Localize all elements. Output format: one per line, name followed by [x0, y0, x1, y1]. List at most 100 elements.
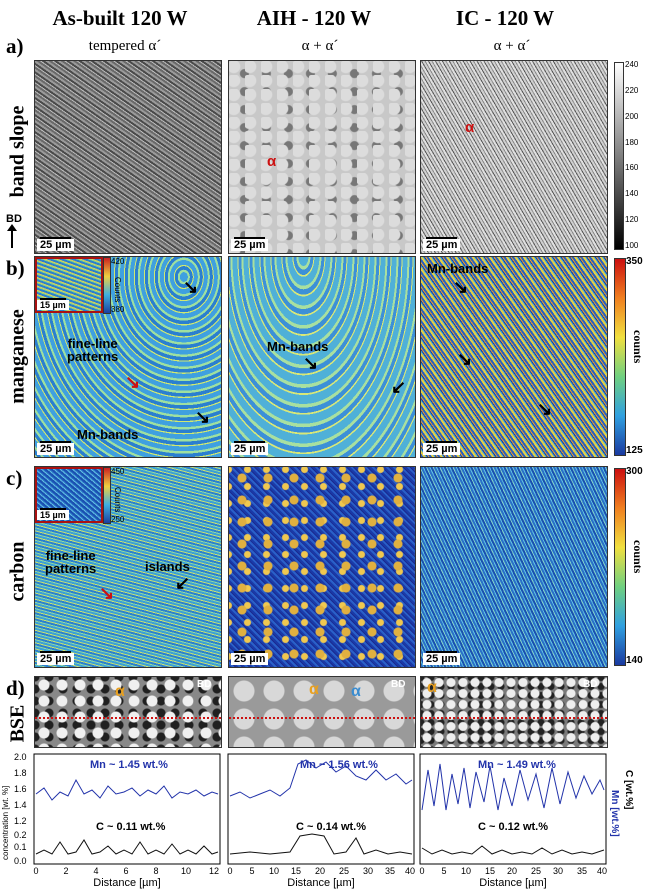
x-tick: 20	[315, 866, 325, 876]
y-tick: 1.4	[14, 800, 27, 810]
map-band-slope-aih: α 25 µm	[228, 60, 416, 254]
c-mean-label: C ~ 0.14 wt.%	[296, 821, 366, 833]
x-tick: 30	[553, 866, 563, 876]
colorbar-tick: 140	[625, 189, 639, 199]
x-tick: 10	[269, 866, 279, 876]
scale-bar: 25 µm	[37, 237, 75, 251]
inset-colorbar	[103, 467, 111, 524]
arrow-icon: ↘	[453, 277, 469, 297]
arrow-icon: ↙	[391, 377, 407, 397]
alpha-annotation: α	[465, 119, 475, 136]
y-tick: 0.0	[14, 856, 27, 866]
mn-mean-label: Mn ~ 1.45 wt.%	[90, 759, 168, 771]
x-tick: 35	[385, 866, 395, 876]
alpha-label: α	[427, 679, 437, 696]
row-label-carbon: carbon	[6, 541, 29, 602]
plot-frame-aih	[227, 753, 415, 865]
x-axis-label: Distance [µm]	[287, 877, 354, 889]
colorbar-manganese	[614, 258, 626, 456]
colorbar-gray-ticks: 240 220 200 180 160 140 120 100	[625, 60, 638, 250]
line-profile-plots: 2.0 1.8 1.6 1.4 1.2 0.2 0.1 0.0 concentr…	[1, 752, 634, 889]
colorbar-label: counts	[631, 330, 645, 364]
x-tick: 25	[531, 866, 541, 876]
mn-bands-annotation: Mn-bands	[77, 427, 139, 442]
scale-bar: 25 µm	[423, 441, 461, 455]
x-tick: 4	[93, 866, 98, 876]
inset-tick: 250	[111, 515, 125, 524]
scale-bar: 25 µm	[231, 237, 269, 251]
scale-bar: 25 µm	[423, 237, 461, 251]
inset-tick: 450	[111, 467, 125, 476]
colorbar-gray	[614, 62, 624, 250]
inset-tick: 380	[111, 305, 125, 314]
colorbar-tick: 160	[625, 163, 639, 173]
colorbar-min: 140	[626, 655, 643, 666]
right-axis-c-label: C [wt.%]	[623, 770, 634, 809]
alpha-label: α	[309, 681, 319, 698]
x-tick: 20	[507, 866, 517, 876]
x-axis-label: Distance [µm]	[93, 877, 160, 889]
c-mean-label: C ~ 0.11 wt.%	[96, 821, 166, 833]
mn-profile-aih	[229, 759, 413, 799]
fine-line-patterns-annotation: fine-line patterns	[67, 336, 119, 364]
panel-letter-b: b)	[6, 256, 25, 280]
scale-bar: 25 µm	[37, 441, 75, 455]
scale-bar: 25 µm	[231, 441, 269, 455]
map-carbon-aih: 25 µm	[228, 466, 416, 668]
y-tick: 0.2	[14, 830, 27, 840]
x-ticks-ic: 0 5 10 15 20 25 30 35 40	[419, 866, 607, 876]
colorbar-carbon	[614, 468, 626, 666]
colorbar-tick: 240	[625, 60, 639, 69]
mn-bands-annotation: Mn-bands	[267, 339, 329, 354]
y-axis-ticks: 2.0 1.8 1.6 1.4 1.2 0.2 0.1 0.0	[14, 752, 27, 866]
colorbar-tick: 220	[625, 85, 639, 95]
bd-label: BD	[197, 679, 212, 690]
colorbar-max: 300	[626, 466, 643, 477]
colorbar-tick: 120	[625, 215, 639, 225]
map-carbon-as-built: 450 250 Counts 15 µm fine-line patterns …	[34, 466, 222, 668]
row-label-manganese: manganese	[6, 309, 29, 404]
x-ticks-aih: 0 5 10 15 20 25 30 35 40	[227, 866, 415, 876]
column-title-ic: IC - 120 W	[455, 6, 555, 30]
colorbar-tick: 100	[625, 240, 639, 250]
inset-count-label: Counts	[113, 487, 122, 513]
panel-letter-a: a)	[6, 34, 24, 58]
x-tick: 40	[597, 866, 607, 876]
scale-bar: 25 µm	[37, 651, 75, 665]
colorbar-tick: 180	[625, 137, 639, 147]
bd-arrow-a	[11, 228, 13, 248]
line-scan-path	[229, 717, 415, 719]
phase-as-built: tempered α´	[88, 38, 162, 54]
right-axis-mn-label: Mn [wt.%]	[609, 790, 620, 837]
arrow-icon: ↘	[457, 349, 473, 369]
mn-mean-label: Mn ~ 1.56 wt.%	[300, 759, 378, 771]
islands-annotation: islands	[145, 559, 190, 574]
colorbar-min: 125	[626, 445, 643, 456]
x-tick: 10	[461, 866, 471, 876]
line-scan-path	[35, 717, 221, 719]
x-tick: 2	[63, 866, 68, 876]
x-tick: 40	[405, 866, 415, 876]
arrow-red-icon: ↘	[125, 372, 141, 392]
x-axis-label: Distance [µm]	[479, 877, 546, 889]
y-axis-label: concentration [wt. %]	[1, 786, 10, 860]
c-profile-as-built	[35, 839, 219, 855]
x-tick: 10	[181, 866, 191, 876]
map-carbon-ic: 25 µm	[420, 466, 608, 668]
arrow-red-icon: ↘	[99, 583, 115, 603]
map-band-slope-ic: α 25 µm	[420, 60, 608, 254]
map-manganese-aih: Mn-bands ↘ ↙ 25 µm	[228, 256, 416, 458]
plot-frame-ic	[419, 753, 607, 865]
bse-image-aih: α α BD	[228, 676, 416, 748]
colorbar-label: counts	[631, 540, 645, 574]
map-manganese-as-built: 420 380 Counts 15 µm fine-line patterns …	[34, 256, 222, 458]
panel-letter-d: d)	[6, 676, 25, 700]
mn-bands-annotation: Mn-bands	[427, 261, 489, 276]
panel-letter-c: c)	[6, 466, 23, 490]
phase-ic: α + α´	[493, 38, 531, 54]
alpha-label: α	[351, 683, 361, 700]
bd-arrowhead-a	[7, 224, 17, 231]
arrow-icon: ↘	[195, 407, 211, 427]
y-tick: 1.8	[14, 768, 27, 778]
scale-bar: 25 µm	[423, 651, 461, 665]
